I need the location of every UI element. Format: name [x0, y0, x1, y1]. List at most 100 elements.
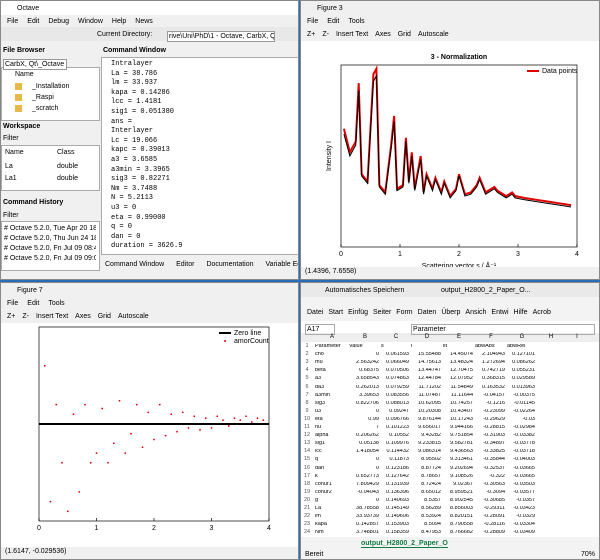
cell[interactable]: -0.35844 — [483, 457, 505, 463]
cell[interactable]: -0.03423 — [513, 506, 535, 511]
cell[interactable]: 0.149606 — [386, 514, 409, 520]
cell[interactable]: 0.11873 — [389, 457, 409, 463]
cell[interactable]: -0.28116 — [483, 522, 505, 528]
toolbar-button[interactable]: Axes — [375, 31, 391, 38]
cell[interactable]: -0.33825 — [483, 449, 505, 455]
cell[interactable]: Nm — [315, 530, 324, 536]
cell[interactable]: abwAbs — [475, 344, 495, 349]
tab[interactable]: Editor — [176, 261, 195, 268]
cell[interactable]: 9.43282 — [421, 433, 441, 439]
cell[interactable]: alpha — [315, 433, 329, 439]
cell[interactable]: -0.03665 — [513, 465, 535, 471]
menu-item[interactable]: Window — [77, 18, 103, 25]
cell[interactable]: 0.153903 — [386, 522, 409, 528]
cell[interactable]: 3.748801 — [356, 530, 379, 536]
menu-item[interactable]: Edit — [27, 18, 40, 25]
menu-item[interactable]: Tools — [48, 300, 65, 307]
cell[interactable]: 8.856003 — [450, 506, 473, 511]
cell[interactable]: 8.72424 — [421, 481, 441, 487]
cell[interactable]: g — [315, 497, 319, 503]
cell[interactable]: lit — [443, 344, 447, 349]
ribbon-tab[interactable]: Hilfe — [513, 309, 528, 316]
cell[interactable]: 8.5357 — [424, 497, 441, 503]
cell[interactable]: -0.32537 — [483, 465, 505, 471]
history-entry[interactable]: # Octave 5.2.0, Tue Apr 20 18: — [4, 225, 96, 232]
cell[interactable]: 0.088013 — [386, 400, 409, 406]
cell[interactable]: 0.142857 — [356, 522, 379, 528]
cell[interactable]: -0.03778 — [513, 441, 535, 447]
cell[interactable]: 0.68375 — [359, 368, 379, 374]
cell[interactable]: 7.809429 — [356, 481, 379, 487]
cell[interactable]: -0.29311 — [483, 506, 505, 511]
cell[interactable]: -0.322 — [489, 473, 505, 479]
cell[interactable]: s — [381, 344, 384, 349]
toolbar-button[interactable]: Axes — [75, 313, 91, 320]
toolbar-button[interactable]: Autoscale — [417, 31, 449, 38]
ribbon-tab[interactable]: Acrob — [532, 309, 551, 316]
cell[interactable]: 9.233815 — [418, 441, 441, 447]
cell[interactable]: 11.11644 — [450, 392, 473, 398]
cell[interactable]: 0.262013 — [356, 384, 379, 390]
cell[interactable]: 12.70475 — [450, 368, 473, 374]
cell[interactable]: 10.74257 — [450, 400, 473, 406]
cell[interactable]: 11.54849 — [450, 384, 473, 390]
cell[interactable]: Parameter — [315, 344, 341, 349]
cell[interactable]: -0.02984 — [513, 425, 535, 430]
cell[interactable]: I — [411, 344, 413, 349]
folder-item[interactable]: _Installation — [15, 83, 69, 90]
cell[interactable]: 9.876144 — [418, 416, 441, 422]
cell[interactable]: 0.096766 — [386, 416, 409, 422]
tab[interactable]: Variable Editor — [265, 261, 298, 268]
cell[interactable]: 14.75613 — [418, 360, 441, 366]
history-entry[interactable]: # Octave 5.2.0, Thu Jun 24 18: — [4, 235, 96, 242]
cell[interactable]: 10.62095 — [418, 400, 441, 406]
menu-item[interactable]: Debug — [48, 18, 69, 25]
cell[interactable]: kapa — [315, 522, 327, 528]
cell[interactable]: cno — [315, 352, 324, 358]
cell[interactable]: 9.086314 — [418, 449, 441, 455]
cell[interactable]: da3 — [315, 384, 325, 390]
cell[interactable]: 11.07487 — [418, 392, 441, 398]
cell[interactable]: -0.28815 — [483, 425, 505, 430]
cell[interactable]: 0.066049 — [386, 360, 409, 366]
workspace-cell[interactable]: double — [57, 163, 79, 170]
cell[interactable]: 12.07952 — [450, 376, 473, 382]
cell[interactable]: a3 — [315, 376, 322, 382]
cell[interactable]: -0.04003 — [513, 457, 535, 463]
cell[interactable]: 0.083556 — [386, 392, 409, 398]
workspace-cell[interactable]: double — [57, 175, 79, 182]
cell[interactable]: 1.272694 — [482, 360, 505, 366]
cell[interactable]: -0.03718 — [513, 449, 535, 455]
toolbar-button[interactable]: Z+ — [7, 313, 16, 320]
cell[interactable]: 14.45074 — [450, 352, 473, 358]
history-entry[interactable]: # Octave 5.2.0, Fri Jul 09 08:49: — [4, 245, 96, 252]
cell[interactable]: 13.44747 — [418, 368, 441, 374]
cell[interactable]: u3 — [315, 408, 322, 414]
cell[interactable]: conur1 — [315, 481, 332, 487]
cell[interactable]: 9.108526 — [450, 473, 473, 479]
cell[interactable]: 9.202694 — [450, 465, 473, 471]
menu-item[interactable]: Edit — [327, 18, 340, 25]
cell[interactable]: -0.0357 — [516, 497, 535, 503]
cell[interactable]: 0.742719 — [482, 368, 505, 374]
cell[interactable]: 2.104943 — [482, 352, 505, 358]
name-box[interactable]: A17 — [305, 324, 335, 335]
cell[interactable]: eta — [315, 416, 323, 422]
cell[interactable]: 0.123186 — [386, 465, 409, 471]
cell[interactable]: 38.78558 — [356, 506, 379, 511]
cell[interactable]: 0.206262 — [356, 433, 379, 439]
tab[interactable]: Command Window — [105, 261, 165, 268]
cell[interactable]: 8.47953 — [421, 530, 441, 536]
cell[interactable]: -0.03577 — [513, 489, 535, 495]
cell[interactable]: q — [315, 457, 319, 463]
history-entry[interactable]: # Octave 5.2.0, Fri Jul 09 09:03: — [4, 255, 96, 262]
cell[interactable]: 0.070506 — [386, 368, 409, 374]
cell[interactable]: 0 — [375, 408, 379, 414]
cell[interactable]: -0.03665 — [513, 473, 535, 479]
cell[interactable]: 3.39653 — [359, 392, 379, 398]
cell[interactable]: -0.23099 — [483, 408, 505, 414]
cell[interactable]: 8.5094 — [424, 522, 441, 528]
cell[interactable]: 8.766682 — [450, 530, 473, 536]
cell[interactable]: 0.99 — [368, 416, 379, 422]
cell[interactable]: 8.95502 — [421, 457, 441, 463]
